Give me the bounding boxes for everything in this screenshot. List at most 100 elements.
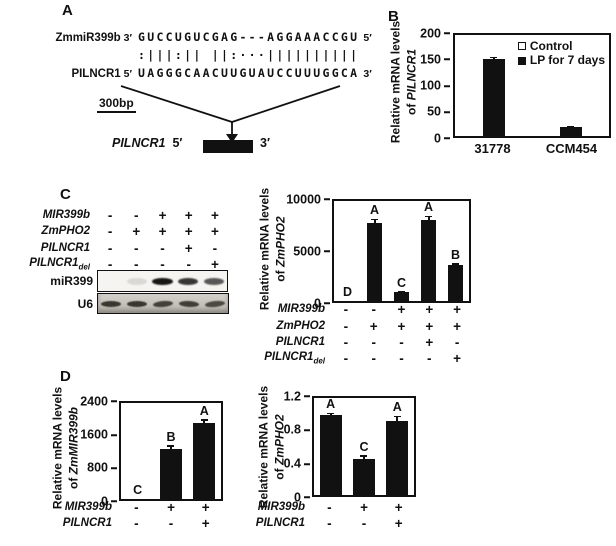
matrix-symbol: - <box>427 351 432 367</box>
bar-group: D <box>334 201 361 301</box>
y-tick-label: 0.4 <box>284 457 310 470</box>
matrix-symbols: - - - - + <box>332 352 471 366</box>
matrix-symbol: + <box>369 318 378 334</box>
bar <box>482 58 505 136</box>
error-bar <box>167 445 175 450</box>
x-category-label: 31778 <box>474 141 511 156</box>
y-tick-label: 200 <box>420 27 450 40</box>
matrix-symbol: + <box>425 318 434 334</box>
gel-lane <box>124 271 150 291</box>
matrix-symbol: - <box>343 334 349 350</box>
y-tick-label: 100 <box>420 79 450 92</box>
matrix-symbol: - <box>212 240 218 256</box>
bar-group: C <box>388 201 415 301</box>
matrix-symbol: + <box>201 499 210 515</box>
matrix-symbol: - <box>168 516 174 531</box>
matrix-row-label: PILNCR1 <box>255 517 305 529</box>
matrix-row: ZmPHO2 - + + + + <box>5 224 228 241</box>
error-bar <box>452 263 459 265</box>
significance-letter: B <box>450 247 461 262</box>
matrix-symbol: + <box>158 207 167 223</box>
alignment-top-name: ZmmiR399b 3′ <box>20 32 138 44</box>
matrix-symbol: + <box>201 516 210 531</box>
significance-letter: A <box>392 400 402 415</box>
matrix-symbol: - <box>134 516 139 531</box>
matrix-symbol: - <box>160 257 165 272</box>
bar-group: A <box>361 201 388 301</box>
matrix-symbol: + <box>394 516 403 531</box>
alignment-match-row: :|||:|| ||:···|||||||||| <box>20 48 372 68</box>
alignment-bottom-row: PILNCR1 5′ UAGGGCAACUUGUAUCCUUUGGCA 3′ <box>20 67 371 86</box>
matrix-symbol: + <box>397 318 406 334</box>
matrix-symbol: - <box>371 302 376 318</box>
matrix-row: PILNCR1 - - - + - <box>5 240 228 257</box>
x-category-label: CCM454 <box>545 141 598 156</box>
matrix-symbol: + <box>425 302 434 318</box>
panel-a-label: A <box>62 2 73 19</box>
gel-band <box>152 299 174 308</box>
error-bar <box>425 215 432 221</box>
bar-group: C <box>347 398 380 495</box>
panel-c-label: C <box>60 186 71 203</box>
bar <box>386 420 409 495</box>
significance-letter: C <box>359 439 369 454</box>
gel-condition-matrix: MIR399b - - + + + ZmPHO2- + + + + PILNCR1- - - + - PILNC… <box>5 207 228 273</box>
matrix-row-label: PILNCR1 <box>275 335 325 348</box>
bar <box>352 459 375 495</box>
matrix-symbol: + <box>132 224 141 239</box>
matrix-symbol: - <box>134 499 139 515</box>
significance-letter: A <box>326 397 336 411</box>
matrix-symbol: + <box>158 224 167 239</box>
matrix-row-label: PILNCR1 <box>40 241 90 254</box>
y-tick-label: 0.8 <box>284 423 310 436</box>
bar <box>421 220 436 301</box>
matrix-symbol: + <box>394 499 403 515</box>
error-bar <box>567 125 574 128</box>
gel-lane <box>150 294 176 313</box>
arrowhead-icon <box>226 134 238 143</box>
significance-letter: A <box>199 403 209 418</box>
legend-item-control: Control <box>517 39 605 53</box>
matrix-symbol: - <box>134 257 139 272</box>
error-bar <box>393 415 401 421</box>
bar-group: A <box>314 398 347 495</box>
matrix-symbols: - - + + + <box>332 303 471 317</box>
gel-lane <box>201 271 227 291</box>
mirna-sequence: GUCCUGUCGAG---AGGAAACCGU <box>138 30 360 44</box>
bar <box>367 223 382 301</box>
y-tick-label: 150 <box>420 53 450 66</box>
panel-d-right-plot: A C A <box>312 396 416 497</box>
bar <box>159 449 182 499</box>
top-left-end: 3′ <box>123 32 132 44</box>
bar-group: B <box>154 403 187 499</box>
u6-blot-label: U6 <box>77 297 93 311</box>
matrix-symbols: - + + + + <box>97 225 228 239</box>
gel-lane <box>176 294 202 313</box>
matrix-symbols: - - + <box>119 517 223 531</box>
matrix-symbol: + <box>210 257 219 272</box>
mirna-name: ZmmiR399b <box>55 32 121 44</box>
y-tick-label: 0 <box>101 495 117 508</box>
panel-b-plot: Control LP for 7 days <box>453 33 611 138</box>
error-bar <box>360 455 368 460</box>
transcript-right-end: 3′ <box>260 136 270 150</box>
b-x-category-labels: 31778 CCM454 <box>453 141 611 156</box>
scale-bar-300bp: 300bp <box>97 96 136 113</box>
y-tick-label: 800 <box>87 461 117 474</box>
matrix-symbols: - - - + - <box>332 336 471 350</box>
match-symbols: :|||:|| ||:···|||||||||| <box>138 48 360 62</box>
gel-band <box>126 300 148 307</box>
transcript-gene: PILNCR1 <box>112 136 166 150</box>
open-square-swatch-icon <box>517 42 526 51</box>
bar-group <box>455 35 532 136</box>
matrix-symbol: - <box>134 207 139 223</box>
b-y-axis-ticks: 0 50 100 150 200 <box>396 27 450 144</box>
c-condition-matrix: MIR399b - - + + + ZmPHO2- + + + + PILNCR1- - - + - PILNC… <box>204 302 471 367</box>
gel-lane <box>150 271 176 291</box>
gel-band <box>178 299 200 308</box>
bar-group: A <box>415 201 442 301</box>
legend-label-lp: LP for 7 days <box>529 53 605 68</box>
y-tick-label: 10000 <box>286 193 330 206</box>
matrix-symbols: - - - - + <box>97 258 228 272</box>
